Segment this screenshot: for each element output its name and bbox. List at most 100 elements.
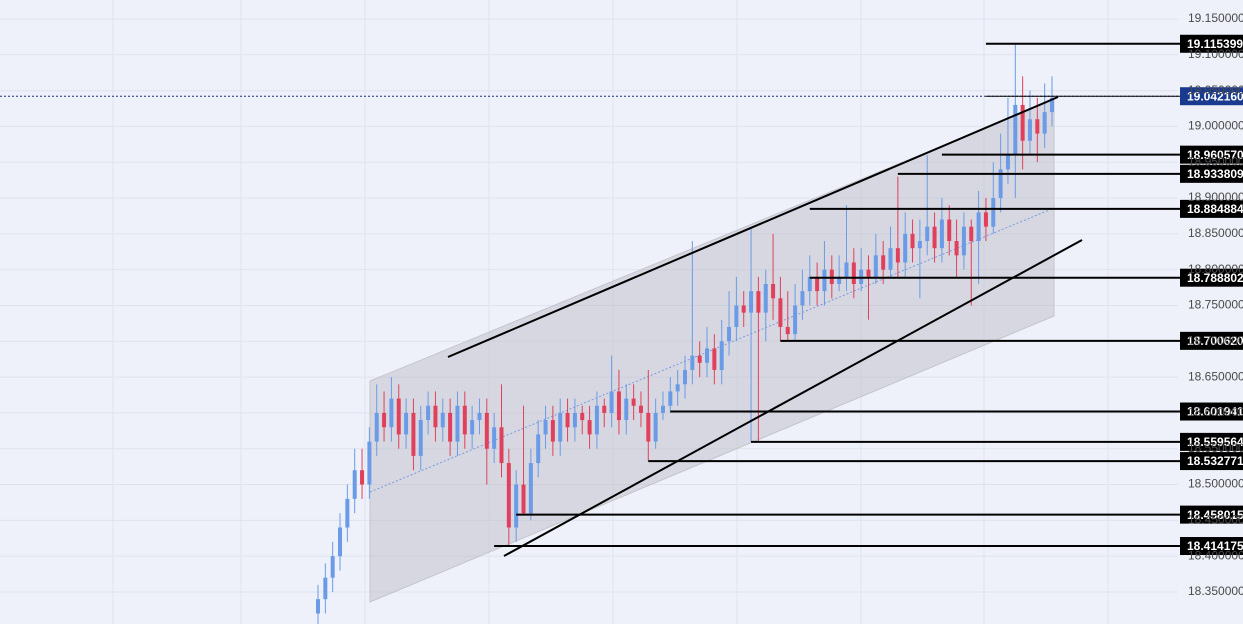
level-label: 18.458015 [1187, 508, 1243, 522]
y-tick-label: 18.950000 [1188, 154, 1243, 168]
candle-body [771, 283, 776, 299]
candle-body [866, 269, 871, 277]
candle-body [631, 398, 636, 406]
y-tick-label: 19.150000 [1188, 11, 1243, 25]
candle-body [925, 226, 930, 242]
candle-body [528, 463, 533, 514]
level-label: 19.115399 [1187, 37, 1243, 51]
candle-body [316, 599, 320, 614]
candle-body [484, 412, 489, 449]
candle-body [947, 219, 952, 242]
candle-body [470, 420, 475, 435]
candle-body [741, 305, 746, 313]
candle-body [785, 326, 790, 335]
candle-body [624, 398, 629, 421]
candle-body [323, 577, 328, 600]
candle-body [543, 420, 548, 435]
candle-body [330, 556, 335, 578]
y-tick-label: 19.050000 [1188, 83, 1243, 97]
candle-body [433, 405, 438, 428]
candle-body [888, 248, 893, 270]
channel-midline [369, 207, 1055, 493]
current-price-label: 19.042160 [1187, 89, 1243, 103]
y-tick-label: 18.650000 [1188, 369, 1243, 383]
candle-body [580, 412, 585, 421]
y-tick-label: 18.450000 [1188, 513, 1243, 527]
y-tick-label: 18.350000 [1188, 584, 1243, 598]
candle-body [367, 441, 372, 485]
candle-body [873, 255, 878, 277]
candle-body [690, 355, 695, 370]
current-price-box [1180, 87, 1243, 106]
lower-trendline [503, 239, 1083, 557]
candle-body [521, 484, 526, 514]
level-label: 18.700620 [1187, 334, 1243, 348]
candle-body [822, 269, 827, 292]
candle-body [991, 198, 996, 227]
levels: 19.115399 18.960570 18.933809 18.884884 18.7… [0, 34, 1243, 556]
level-box [1180, 452, 1243, 471]
candle-body [844, 262, 849, 277]
candle-body [594, 405, 599, 435]
candle-body [705, 348, 710, 363]
candle-body [910, 233, 915, 249]
level-box [1180, 145, 1243, 164]
candle-body [668, 391, 673, 406]
level-box [1180, 402, 1243, 421]
level-box [1180, 331, 1243, 350]
level-box [1180, 199, 1243, 218]
candle-body [1013, 104, 1018, 156]
candle-body [983, 212, 988, 227]
y-tick-label: 18.700000 [1188, 333, 1243, 347]
level-label: 18.933809 [1187, 167, 1243, 181]
y-tick-label: 19.100000 [1188, 47, 1243, 61]
candle-body [778, 298, 783, 327]
candle-body [418, 420, 423, 456]
candle-body [382, 412, 387, 428]
y-tick-label: 18.850000 [1188, 226, 1243, 240]
candle-body [660, 405, 665, 413]
level-label: 18.960570 [1187, 148, 1243, 162]
candle-body [646, 412, 651, 442]
candle-body [638, 405, 643, 413]
y-tick-label: 18.750000 [1188, 298, 1243, 312]
candle-body [609, 391, 614, 413]
y-tick-label: 18.600000 [1188, 405, 1243, 419]
candle-body [734, 305, 739, 327]
candle-body [1042, 112, 1047, 134]
candle-body [675, 384, 680, 392]
candle-body [389, 398, 394, 428]
level-box [1180, 268, 1243, 287]
candle-body [1035, 119, 1040, 134]
y-tick-label: 18.550000 [1188, 441, 1243, 455]
candle-body [396, 398, 401, 435]
candle-body [756, 291, 761, 313]
candle-body [352, 470, 357, 499]
candle-body [895, 248, 900, 263]
candle-body [1050, 97, 1054, 113]
candle-body [807, 276, 812, 292]
candle-body [492, 427, 497, 449]
y-tick-label: 18.500000 [1188, 477, 1243, 491]
level-label: 18.559564 [1187, 435, 1243, 449]
candle-body [1020, 104, 1025, 141]
candle-body [448, 412, 453, 442]
candle-body [536, 434, 541, 464]
candle-body [572, 412, 577, 428]
candle-body [404, 412, 409, 435]
level-label: 18.532771 [1187, 454, 1243, 468]
regression-channel [369, 99, 1055, 603]
candle-body [998, 169, 1003, 199]
candle-body [800, 291, 805, 306]
price-axis: 19.150000 19.100000 19.050000 19.000000 18.9… [1188, 11, 1243, 598]
level-box [1180, 537, 1243, 556]
candle-body [514, 484, 519, 528]
candle-body [653, 412, 658, 442]
candle-body [602, 405, 607, 413]
candle-body [793, 305, 798, 335]
candle-body [815, 276, 820, 292]
level-box [1180, 164, 1243, 183]
candle-body [462, 405, 467, 435]
